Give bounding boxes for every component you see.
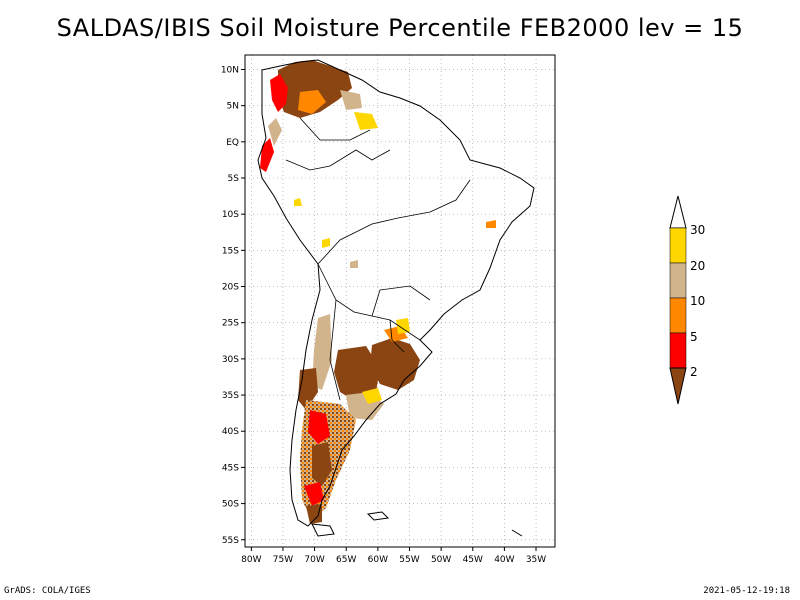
lat-tick-label: 50S [222,500,239,510]
region-patagonia-red [308,410,330,444]
lat-tick-label: 20S [222,283,239,293]
lon-tick-label: 75W [273,555,293,565]
map-title: SALDAS/IBIS Soil Moisture Percentile FEB… [56,14,744,42]
region-north-tan [340,90,362,110]
continent-outline [257,59,535,527]
region-argentina-yellow [362,388,382,404]
region-north-yellow [354,112,378,130]
colorbar-seg-2-5 [669,332,687,369]
colorbar-label-30: 30 [690,223,705,237]
colorbar-top-arrow [669,195,687,229]
region-patagonia-brown2 [306,504,322,524]
lat-tick-label: 25S [222,319,239,329]
footer-credit: GrADS: COLA/IGES [4,586,91,596]
region-patch-3 [486,220,496,228]
lat-tick-label: EQ [226,138,239,148]
lat-tick-label: 10S [222,210,239,220]
region-andes-brown [298,368,318,410]
tierra-del-fuego [311,523,335,537]
lon-tick-label: 50W [431,555,451,565]
lat-tick-label: 10N [221,65,239,75]
lat-tick-label: 30S [222,355,239,365]
lat-tick-label: 15S [222,246,239,256]
falklands [366,511,390,521]
lat-tick-label: 5N [227,102,239,112]
lon-tick-label: 40W [494,555,514,565]
marker-east [511,529,523,537]
region-patch-2 [350,260,358,268]
data-shading [260,60,496,524]
lat-tick-label: 45S [222,463,239,473]
region-patch-1 [322,238,330,248]
lon-tick-label: 55W [399,555,419,565]
region-ecuador-tan [268,118,282,146]
lon-tick-label: 70W [304,555,324,565]
lon-tick-label: 80W [241,555,261,565]
longitude-ticks: 80W 75W 70W 65W 60W 55W 50W 45W 40W 35W [241,547,546,565]
latitude-ticks: 10N 5N EQ 5S 10S 15S 20S 25S 30S 35S 40S 45S 50S 55S [221,65,245,546]
region-patagonia-brown [312,442,332,486]
region-patch-4 [294,198,302,206]
region-north-brown [278,60,352,118]
lon-tick-label: 60W [368,555,388,565]
country-borders [285,117,471,401]
region-ecuador-red [260,138,274,172]
map-frame [244,54,556,548]
lat-tick-label: 40S [222,427,239,437]
lon-tick-label: 45W [463,555,483,565]
colorbar-label-2: 2 [690,365,698,379]
region-patagonia-red2 [304,482,324,506]
lon-tick-label: 65W [336,555,356,565]
colorbar-label-20: 20 [690,259,705,273]
lon-tick-label: 35W [526,555,546,565]
colorbar-seg-10-20 [669,262,687,299]
colorbar: 30 20 10 5 2 [669,195,705,405]
grid-lines [245,55,555,547]
colorbar-bottom-arrow [669,367,687,405]
lat-tick-label: 5S [228,174,240,184]
colorbar-seg-20-30 [669,227,687,264]
lat-tick-label: 55S [222,536,239,546]
colorbar-label-10: 10 [690,294,705,308]
coastline [257,59,535,537]
region-uruguay-yellow [396,318,410,334]
region-argentina-brown [334,346,380,402]
lat-tick-label: 35S [222,391,239,401]
colorbar-seg-5-10 [669,297,687,334]
region-andes-tan [312,314,332,390]
footer-timestamp: 2021-05-12-19:18 [703,586,790,596]
region-north-orange [298,90,326,114]
colorbar-label-5: 5 [690,330,698,344]
region-north-red [270,74,288,112]
